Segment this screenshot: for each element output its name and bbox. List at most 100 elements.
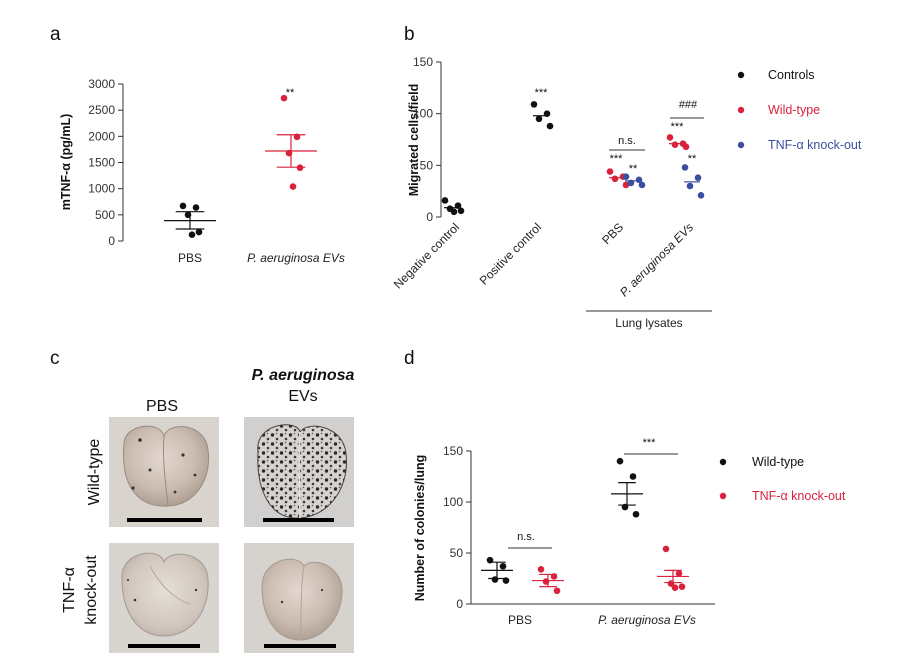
photo-ko-pbs: [109, 543, 219, 653]
panel-b-sig-positive: ***: [535, 87, 549, 99]
panel-b-s2-g1-point-2: [686, 182, 694, 190]
panel-d-s0-g1-point-3: [632, 510, 640, 518]
panel-b-y-tick-label-1: 50: [420, 158, 434, 172]
legend-b-wildtype-label: Wild-type: [768, 103, 820, 117]
panel-a-series-1-point-4: [289, 183, 297, 190]
panel-a-y-label: mTNF-α (pg/mL): [59, 114, 73, 211]
panel-b-group-label: Lung lysates: [615, 316, 682, 330]
legend-d-wildtype-label: Wild-type: [752, 455, 804, 469]
panel-c-col-label-pbs: PBS: [146, 398, 178, 415]
panel-b-s2-g0-point-1: [635, 176, 643, 184]
panel-b-s1-g1-point-0: [666, 134, 674, 141]
legend-b-ko-label: TNF-α knock-out: [768, 138, 862, 152]
panel-a-x-label-evs: P. aeruginosa EVs: [247, 251, 345, 265]
panel-d-s0-g0-point-1: [499, 562, 507, 570]
panel-letter-a: a: [50, 24, 61, 45]
legend-d-wildtype-marker: [719, 458, 727, 466]
panel-letter-c: c: [50, 348, 60, 369]
panel-d-s1-g0-point-0: [537, 566, 545, 573]
legend-b-controls-marker: [737, 71, 745, 79]
legend-b-ko-marker: [737, 141, 745, 149]
panel-b-sig-pbs-ko: **: [629, 163, 638, 175]
panel-a-series-0-point-3: [195, 228, 203, 236]
photo-wt-evs: [244, 417, 354, 527]
photo-ko-evs: [244, 543, 354, 653]
photo-wt-pbs: [109, 417, 219, 527]
panel-d-s1-g1-point-0: [662, 545, 670, 553]
panel-d-chart: Number of colonies/lung 0 50 100 150 PBS P.…: [413, 437, 846, 627]
panel-d-y-tick-label-0: 0: [456, 597, 463, 611]
panel-d-x-label-pbs: PBS: [508, 613, 532, 627]
panel-a-series-0-point-0: [179, 202, 187, 210]
panel-b-x-label-positive: Positive control: [477, 220, 544, 287]
panel-b-s1-g1-point-3: [682, 143, 690, 151]
panel-a-y-tick-label-5: 2500: [88, 103, 115, 117]
panel-b-s0-g1-point-2: [535, 115, 543, 123]
legend-b-wildtype-marker: [737, 106, 745, 114]
panel-a-y-tick-label-4: 2000: [88, 129, 115, 143]
legend-d-ko-label: TNF-α knock-out: [752, 489, 846, 503]
panel-letter-d: d: [404, 348, 415, 369]
panel-c-col-label-evs-2: EVs: [288, 388, 317, 405]
legend-d-ko-marker: [719, 492, 727, 500]
panel-d-y-label: Number of colonies/lung: [413, 455, 427, 602]
panel-b-chart: Migrated cells/field 0 50 100 150 Negative …: [391, 55, 862, 330]
panel-b-sig-pbs-wt: ***: [610, 153, 624, 165]
panel-b-x-label-evs: P. aeruginosa EVs: [617, 220, 696, 299]
panel-b-y-label: Migrated cells/field: [407, 84, 421, 197]
panel-b-y-tick-label-3: 150: [413, 55, 433, 69]
panel-d-s1-g0-point-3: [553, 587, 561, 595]
panel-a-series-0-point-4: [188, 231, 196, 239]
panel-b-s0-g1-point-0: [530, 101, 538, 108]
panel-b-y-tick-label-2: 100: [413, 107, 433, 121]
panel-b-x-label-pbs: PBS: [599, 220, 626, 247]
panel-b-s1-g1-point-2: [671, 141, 679, 148]
panel-d-sig-evs: ***: [643, 437, 657, 449]
panel-c-col-label-evs-1: P. aeruginosa: [252, 367, 355, 384]
panel-b-sig-evs-wt: ***: [671, 121, 685, 133]
panel-b-y-tick-label-0: 0: [426, 210, 433, 224]
panel-c-row-label-ko-1: TNF-α: [61, 567, 78, 613]
panel-b-s2-g1-point-0: [681, 164, 689, 171]
panel-letter-b: b: [404, 24, 415, 45]
panel-a-y-tick-label-2: 1000: [88, 182, 115, 196]
panel-a-series-0-point-1: [192, 204, 200, 211]
panel-b-s2-g1-point-3: [697, 192, 705, 199]
panel-b-s0-g0-point-4: [450, 208, 458, 216]
panel-a-significance: **: [286, 87, 295, 99]
panel-d-s1-g1-point-1: [675, 570, 683, 577]
panel-d-s1-g1-point-3: [678, 583, 686, 590]
panel-b-x-label-negative: Negative control: [391, 220, 462, 291]
panel-a-y-tick-label-3: 1500: [88, 156, 115, 170]
panel-d-s0-g1-point-1: [629, 473, 637, 480]
panel-d-y-tick-label-1: 50: [450, 546, 464, 560]
panel-c-row-label-wt: Wild-type: [86, 439, 103, 506]
panel-b-s2-g0-point-0: [622, 173, 630, 180]
panel-b-sig-evs-hash: ###: [679, 99, 698, 111]
panel-b-sig-pbs-ns: n.s.: [618, 135, 636, 147]
panel-a-y-tick-label-0: 0: [108, 234, 115, 248]
panel-b-s0-g0-point-3: [457, 207, 465, 215]
panel-a-y-tick-label-6: 3000: [88, 77, 115, 91]
panel-b-sig-evs-ko: **: [688, 153, 697, 165]
legend-b-controls-label: Controls: [768, 68, 815, 82]
panel-c-photos: PBS P. aeruginosa EVs Wild-type TNF-α kn…: [61, 367, 355, 653]
panel-a-series-1-point-0: [280, 94, 288, 102]
panel-d-y-tick-label-3: 150: [443, 444, 463, 458]
panel-a-x-label-pbs: PBS: [178, 251, 202, 265]
panel-a-chart: mTNF-α (pg/mL) 050010001500200025003000 …: [59, 77, 345, 265]
panel-a-y-tick-label-1: 500: [95, 208, 115, 222]
panel-d-x-label-evs: P. aeruginosa EVs: [598, 613, 696, 627]
panel-b-s2-g0-point-3: [638, 181, 646, 189]
panel-b-s2-g1-point-1: [694, 174, 702, 182]
panel-d-sig-pbs: n.s.: [517, 531, 535, 543]
panel-b-s0-g0-point-0: [441, 197, 449, 204]
panel-d-y-tick-label-2: 100: [443, 495, 463, 509]
panel-b-s0-g1-point-3: [546, 122, 554, 130]
panel-b-s1-g0-point-0: [606, 168, 614, 175]
panel-c-row-label-ko-2: knock-out: [83, 555, 100, 625]
panel-b-s1-g0-point-2: [611, 175, 619, 183]
panel-d-s1-g1-point-4: [671, 584, 679, 591]
panel-b-s1-g0-point-3: [622, 181, 630, 189]
